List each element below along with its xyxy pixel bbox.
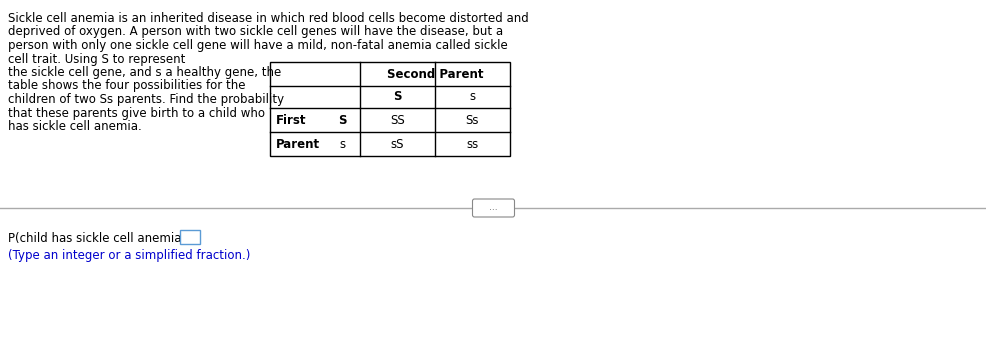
Text: ss: ss [466, 138, 478, 150]
Text: person with only one sickle cell gene will have a mild, non-fatal anemia called : person with only one sickle cell gene wi… [8, 39, 507, 52]
Text: s: s [338, 138, 345, 150]
Text: deprived of oxygen. A person with two sickle cell genes will have the disease, b: deprived of oxygen. A person with two si… [8, 25, 503, 39]
Text: s: s [469, 91, 475, 103]
Text: Parent: Parent [276, 138, 319, 150]
Text: Ss: Ss [465, 114, 479, 127]
Text: table shows the four possibilities for the: table shows the four possibilities for t… [8, 79, 246, 92]
Text: cell trait. Using S to represent: cell trait. Using S to represent [8, 52, 185, 66]
Text: Sickle cell anemia is an inherited disease in which red blood cells become disto: Sickle cell anemia is an inherited disea… [8, 12, 528, 25]
FancyBboxPatch shape [472, 199, 514, 217]
Text: S: S [392, 91, 401, 103]
Bar [179, 230, 200, 244]
Text: S: S [337, 114, 346, 127]
Text: Second Parent: Second Parent [387, 67, 483, 80]
Text: ...: ... [489, 203, 497, 213]
Text: P(child has sickle cell anemia) =: P(child has sickle cell anemia) = [8, 232, 199, 245]
Text: has sickle cell anemia.: has sickle cell anemia. [8, 120, 142, 133]
Text: sS: sS [390, 138, 404, 150]
Text: children of two Ss parents. Find the probability: children of two Ss parents. Find the pro… [8, 93, 284, 106]
Text: SS: SS [389, 114, 404, 127]
Text: that these parents give birth to a child who: that these parents give birth to a child… [8, 107, 264, 119]
Bar [270, 62, 510, 156]
Text: First: First [276, 114, 307, 127]
Text: (Type an integer or a simplified fraction.): (Type an integer or a simplified fractio… [8, 249, 250, 262]
Text: the sickle cell gene, and s a healthy gene, the: the sickle cell gene, and s a healthy ge… [8, 66, 281, 79]
